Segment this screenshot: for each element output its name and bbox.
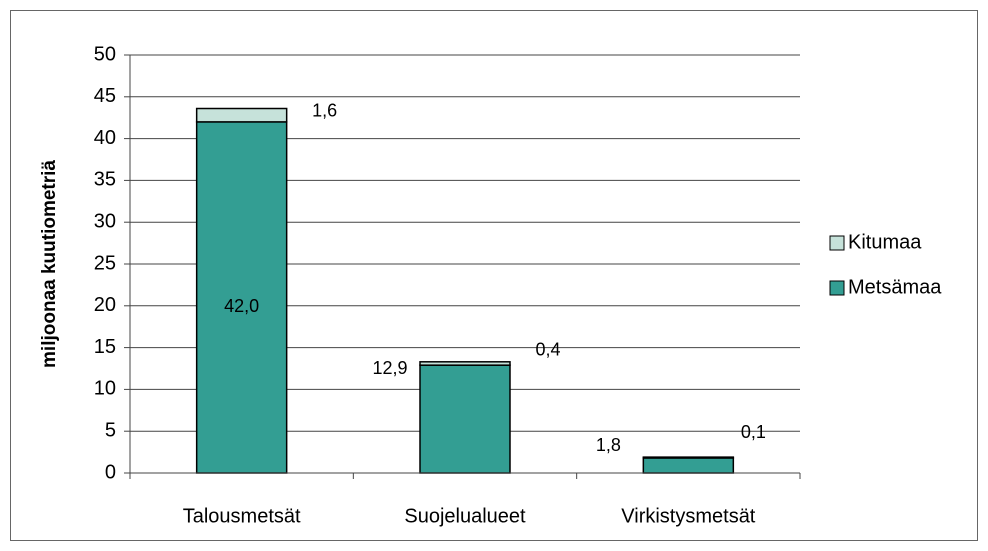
x-tick-label: Suojelualueet (404, 505, 526, 527)
value-label: 12,9 (372, 358, 407, 378)
bar-segment (195, 121, 288, 474)
y-tick-label: 50 (94, 43, 116, 65)
legend-swatch (829, 235, 845, 251)
y-tick-label: 35 (94, 169, 116, 191)
legend-label: Metsämaa (848, 276, 942, 298)
bar-segment (419, 364, 511, 474)
x-tick-label: Virkistysmetsät (621, 505, 756, 527)
value-label: 1,6 (312, 100, 337, 120)
y-tick-label: 15 (94, 336, 116, 358)
bar-segment (642, 456, 735, 459)
value-label: 1,8 (596, 435, 621, 455)
legend-label: Kitumaa (848, 231, 922, 253)
y-tick-label: 5 (105, 419, 116, 441)
value-label: 0,4 (535, 340, 560, 360)
y-tick-label: 40 (94, 127, 116, 149)
y-tick-label: 10 (94, 378, 116, 400)
x-tick-label: Talousmetsät (183, 505, 301, 527)
y-tick-label: 45 (94, 85, 116, 107)
value-label: 42,0 (224, 296, 259, 316)
bar-segment (642, 457, 735, 474)
y-tick-label: 0 (105, 461, 116, 483)
y-tick-label: 30 (94, 210, 116, 232)
y-tick-label: 25 (94, 252, 116, 274)
bar-segment (195, 107, 288, 123)
y-tick-label: 20 (94, 294, 116, 316)
bar-segment (419, 361, 511, 366)
y-axis-label: miljoonaa kuutiometriä (39, 160, 60, 368)
legend-swatch (829, 280, 845, 296)
value-label: 0,1 (741, 422, 766, 442)
